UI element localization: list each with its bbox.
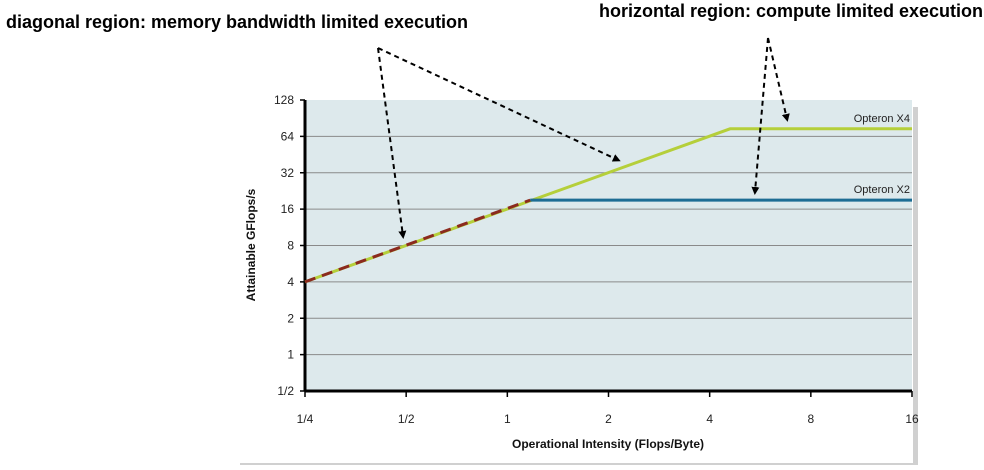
y-tick-label: 1/2 (277, 384, 294, 398)
x-ticks: 1/4 1/2 1 2 4 8 16 (297, 391, 919, 426)
series-label-opteron-x4: Opteron X4 (854, 113, 910, 125)
y-axis-label: Attainable GFlops/s (244, 188, 258, 301)
arrow-to-dashed-segment (377, 47, 407, 239)
y-tick-label: 1 (287, 348, 294, 362)
x-tick-label: 16 (905, 412, 919, 426)
x-tick-label: 1 (504, 412, 511, 426)
annotation-horizontal-region: horizontal region: compute limited execu… (599, 1, 983, 21)
annotation-diagonal-region: diagonal region: memory bandwidth limite… (6, 12, 468, 32)
y-tick-label: 2 (287, 311, 294, 325)
arrow-to-x4-flat (767, 37, 790, 122)
x-tick-label: 2 (605, 412, 612, 426)
x-tick-label: 4 (706, 412, 713, 426)
x-tick-label: 8 (807, 412, 814, 426)
arrow-to-x4-diagonal (377, 47, 621, 162)
series-lines (304, 127, 912, 284)
series-labels: Opteron X4 Opteron X2 (854, 113, 910, 196)
y-tick-label: 64 (281, 129, 295, 143)
y-tick-label: 16 (281, 202, 295, 216)
y-tick-label: 32 (281, 166, 295, 180)
x-tick-label: 1/2 (398, 412, 415, 426)
y-ticks: 1/2 1 2 4 8 16 32 64 128 (274, 93, 305, 398)
arrow-to-x2-flat (751, 37, 769, 195)
x-tick-label: 1/4 (297, 412, 314, 426)
y-tick-label: 4 (287, 275, 294, 289)
annotation-arrows (377, 37, 790, 239)
y-tick-label: 128 (274, 93, 294, 107)
series-label-opteron-x2: Opteron X2 (854, 184, 910, 196)
series-line-dashed (304, 198, 531, 284)
y-tick-label: 8 (287, 239, 294, 253)
gridlines (305, 135, 912, 356)
x-axis-label: Operational Intensity (Flops/Byte) (512, 437, 704, 451)
